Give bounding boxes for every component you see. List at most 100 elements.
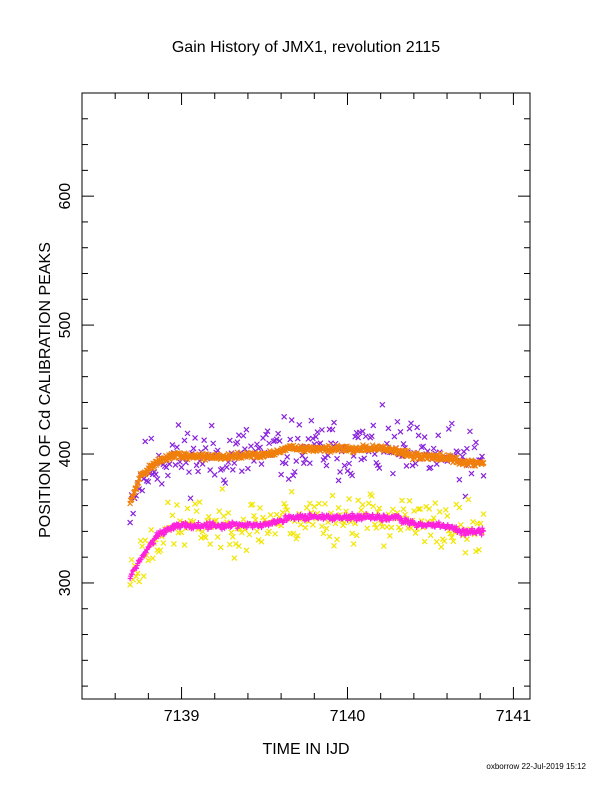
y-tick-label: 300	[57, 570, 74, 597]
data-point	[373, 525, 380, 531]
data-point	[148, 435, 155, 442]
data-point	[436, 519, 442, 525]
data-point	[255, 536, 262, 543]
data-point	[139, 543, 146, 550]
data-point	[228, 529, 235, 536]
data-point	[334, 455, 340, 462]
data-point	[266, 440, 272, 447]
data-point	[223, 464, 230, 471]
data-point	[157, 547, 164, 554]
data-point	[453, 524, 459, 530]
data-point	[473, 439, 479, 446]
data-point	[231, 460, 238, 467]
data-point	[359, 428, 366, 435]
data-point	[480, 472, 487, 479]
data-point	[345, 517, 351, 523]
data-point	[309, 521, 316, 528]
data-point	[421, 434, 428, 440]
data-point	[363, 511, 369, 517]
data-point	[193, 462, 200, 469]
data-point	[257, 444, 263, 451]
y-tick-label: 500	[57, 312, 74, 339]
data-point	[479, 453, 485, 460]
data-point	[409, 462, 416, 469]
data-point	[311, 503, 318, 510]
data-point	[133, 565, 139, 571]
data-point	[141, 553, 147, 559]
data-series	[127, 486, 487, 588]
data-point	[187, 495, 194, 502]
data-point	[142, 438, 149, 445]
data-point	[326, 533, 333, 540]
data-point	[306, 517, 312, 523]
data-point	[296, 517, 302, 523]
data-point	[358, 507, 365, 514]
data-point	[469, 526, 475, 532]
data-point	[127, 581, 134, 588]
data-point	[479, 532, 485, 538]
data-point	[417, 506, 424, 512]
data-point	[323, 462, 330, 469]
x-axis-label: TIME IN IJD	[262, 741, 349, 758]
data-point	[464, 445, 470, 452]
data-point	[145, 557, 152, 564]
data-point	[152, 471, 159, 478]
data-point	[454, 449, 461, 456]
data-point	[359, 501, 366, 508]
data-point	[291, 468, 298, 475]
data-point	[361, 455, 368, 462]
data-point	[130, 494, 137, 501]
data-point	[214, 534, 221, 540]
data-point	[282, 460, 289, 467]
data-point	[319, 426, 325, 433]
data-point	[146, 544, 152, 550]
data-point	[441, 538, 448, 545]
data-point	[136, 578, 143, 585]
data-point	[207, 467, 214, 473]
data-point	[184, 505, 191, 512]
data-point	[319, 523, 325, 530]
data-point	[130, 510, 137, 517]
data-point	[170, 541, 177, 547]
data-point	[470, 518, 476, 525]
data-point	[139, 487, 146, 494]
data-point	[272, 530, 279, 537]
data-point	[303, 504, 310, 511]
data-point	[364, 525, 371, 532]
data-point	[335, 504, 342, 511]
data-point	[178, 529, 185, 536]
data-point	[349, 472, 356, 479]
data-point	[235, 543, 242, 549]
data-point	[374, 462, 381, 469]
data-point	[335, 477, 342, 484]
data-point	[172, 462, 179, 468]
data-point	[174, 502, 180, 508]
data-point	[234, 525, 240, 531]
data-point	[169, 442, 176, 448]
data-point	[270, 438, 277, 445]
data-point	[302, 524, 309, 531]
data-point	[281, 413, 288, 420]
data-point	[127, 519, 134, 526]
data-point	[450, 538, 457, 545]
data-point	[456, 476, 463, 483]
data-point	[276, 437, 283, 444]
data-point	[420, 443, 427, 450]
data-point	[202, 444, 209, 451]
data-series	[127, 401, 487, 526]
data-point	[402, 511, 408, 518]
data-point	[412, 460, 419, 467]
data-point	[195, 520, 201, 526]
data-point	[220, 477, 227, 484]
data-point	[278, 471, 285, 478]
data-point	[331, 419, 337, 426]
x-tick-label: 7140	[330, 708, 366, 725]
data-point	[394, 418, 401, 425]
data-point	[183, 459, 189, 466]
data-point	[412, 530, 419, 537]
data-point	[158, 480, 165, 487]
data-point	[371, 521, 378, 528]
data-point	[243, 426, 250, 433]
data-point	[190, 445, 197, 452]
